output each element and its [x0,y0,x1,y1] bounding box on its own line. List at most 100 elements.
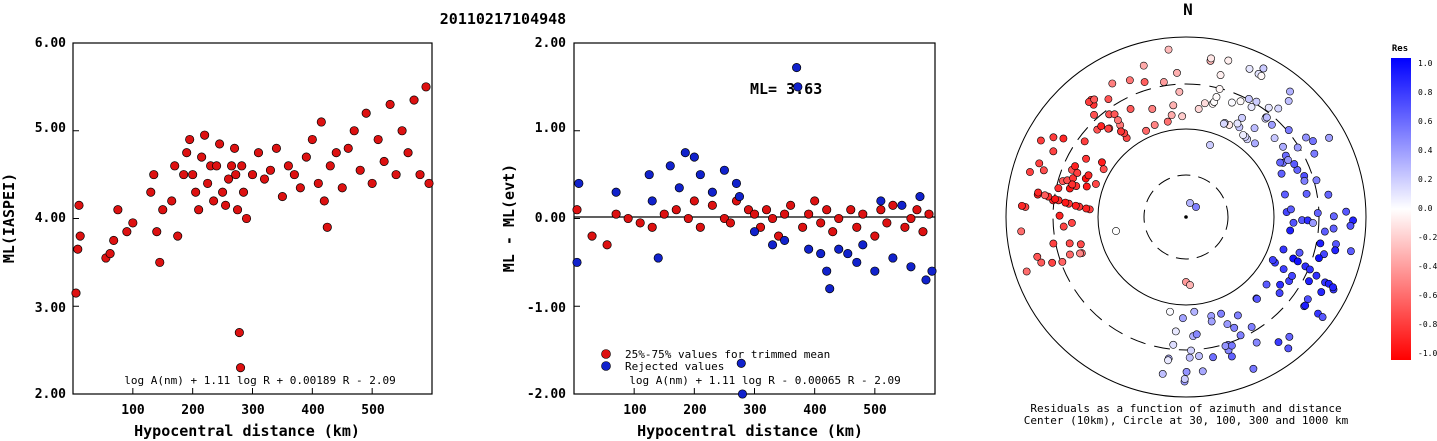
data-point [337,183,347,193]
station-marker [1090,95,1099,104]
station-marker [1055,211,1064,220]
x-tick-label: 200 [181,403,205,418]
data-point [319,196,329,206]
station-marker [1325,133,1333,142]
rejected-point [906,262,916,272]
data-point [105,249,115,259]
station-marker [1250,124,1259,133]
data-point [343,143,353,153]
plot-frame [72,42,433,395]
legend-used-marker [601,349,611,359]
data-point [200,130,210,140]
data-point [301,152,311,162]
data-point [227,161,237,171]
station-marker [1247,323,1256,331]
used-point [906,213,916,224]
used-point [834,213,844,224]
rejected-point [780,235,790,245]
station-marker [1284,156,1292,164]
station-marker [1281,190,1289,199]
y-tick-label: 3.00 [35,301,66,316]
rejected-point [734,192,745,202]
used-point [635,218,645,228]
station-marker [1233,311,1242,320]
station-marker [1171,327,1180,336]
station-marker [1065,239,1074,248]
station-marker [1293,143,1302,152]
station-markers [1017,45,1357,386]
data-point [209,196,219,206]
station-marker [1346,221,1355,230]
data-point [128,218,138,228]
data-point [421,82,431,92]
rejected-point [825,284,835,294]
station-marker [1300,177,1309,185]
station-marker [1076,249,1084,258]
station-marker [1262,280,1271,289]
station-marker [1192,203,1200,211]
colorbar-title: Res [1392,44,1408,54]
data-point [331,148,341,158]
data-point [234,328,244,338]
data-point [224,174,234,184]
colorbar-label: -0.6 [1418,291,1437,300]
rejected-point [647,196,657,206]
data-points [71,82,434,373]
station-marker [1251,139,1259,148]
circle-30km [1143,174,1229,260]
data-point [231,170,241,180]
data-point [241,213,252,224]
used-point [852,222,862,232]
station-marker [1059,222,1068,231]
legend-rejected-label: Rejected values [625,360,724,373]
data-point [232,205,243,215]
used-point [828,227,838,237]
station-marker [1238,113,1246,122]
station-marker [1289,218,1298,227]
data-point [75,231,85,241]
data-point [197,152,207,162]
station-marker [1054,184,1063,193]
station-marker [1290,160,1299,168]
colorbar-label: 0.4 [1418,146,1433,155]
data-point [188,170,198,180]
station-marker [1166,307,1174,316]
station-marker [1277,169,1286,178]
station-marker [1245,64,1254,73]
used-point [798,222,808,232]
formula: log A(nm) + 1.11 log R + 0.00189 R - 2.0… [124,374,396,387]
used-point [816,218,826,228]
station-marker [1198,367,1207,376]
figure-title: 20110217104948 [440,10,566,28]
station-marker [1091,180,1100,188]
station-marker [1293,257,1302,266]
data-point [277,192,287,202]
data-point [415,170,425,180]
station-marker [1279,265,1288,274]
station-marker [1215,85,1224,93]
y-tick-label: -2.00 [527,387,566,402]
station-marker [1164,45,1173,54]
rejected-point [707,187,717,197]
data-point [113,205,123,215]
data-point [403,148,413,158]
used-point [695,222,705,232]
station-marker [1305,277,1313,286]
station-marker [1173,69,1181,77]
station-marker [1179,314,1187,323]
station-marker [1305,265,1314,274]
used-point [870,231,880,241]
station-marker [1324,190,1333,199]
rejected-point [695,170,705,180]
used-point [671,205,681,215]
circle-300km [1052,83,1320,351]
station-marker [1033,252,1042,261]
station-marker [1068,180,1077,189]
station-marker [1310,149,1319,158]
station-marker [1249,364,1258,373]
legend-rejected-marker [601,361,611,371]
used-point [602,240,612,250]
station-marker [1252,338,1261,347]
station-marker [1192,330,1201,339]
